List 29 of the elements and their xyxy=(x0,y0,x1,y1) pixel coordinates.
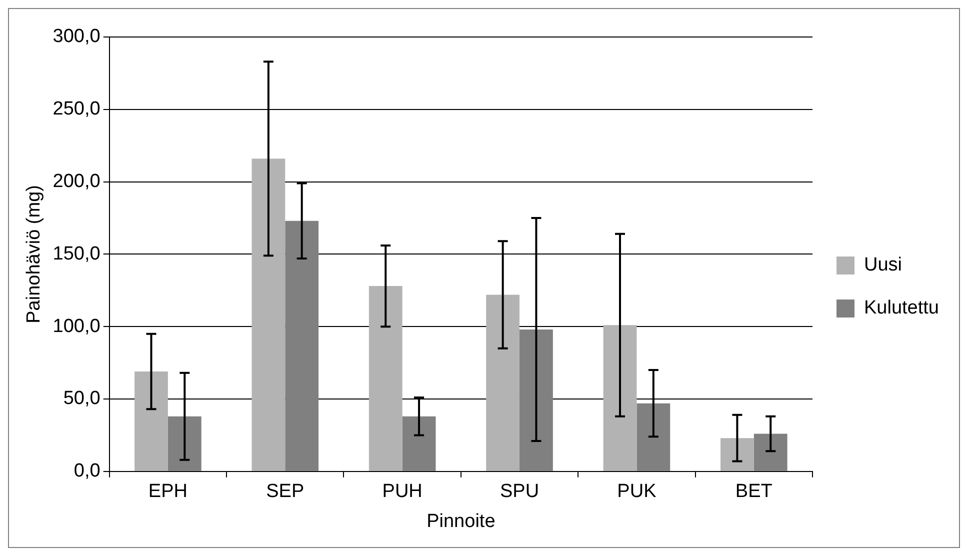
bar xyxy=(285,220,319,471)
x-tick-label: SPU xyxy=(500,481,540,502)
bar xyxy=(168,416,202,471)
legend-label: Uusi xyxy=(864,254,902,276)
y-tick-label: 100,0 xyxy=(52,316,100,337)
y-tick-label: 150,0 xyxy=(52,243,100,264)
y-tick-label: 300,0 xyxy=(52,26,100,48)
bar xyxy=(486,294,520,471)
bar xyxy=(134,371,168,471)
x-axis-title: Pinnoite xyxy=(426,510,496,532)
y-tick-label: 200,0 xyxy=(52,171,100,192)
bar xyxy=(402,416,436,471)
x-tick-label: SEP xyxy=(266,481,304,502)
y-tick-label: 50,0 xyxy=(63,388,100,410)
y-axis-title: Painohäviö (mg) xyxy=(24,185,45,324)
x-tick-label: PUK xyxy=(617,481,657,502)
legend-label: Kulutettu xyxy=(864,298,939,319)
bar xyxy=(754,434,788,471)
bar xyxy=(636,403,670,471)
y-tick-label: 250,0 xyxy=(52,98,100,120)
bar xyxy=(520,329,553,471)
bar xyxy=(720,438,754,471)
y-tick-label: 0,0 xyxy=(74,460,100,482)
bar xyxy=(603,325,637,471)
x-tick-label: EPH xyxy=(148,481,188,502)
x-tick-label: BET xyxy=(735,481,773,502)
bar xyxy=(368,286,402,471)
x-tick-label: PUH xyxy=(382,481,422,502)
bar xyxy=(252,158,286,471)
